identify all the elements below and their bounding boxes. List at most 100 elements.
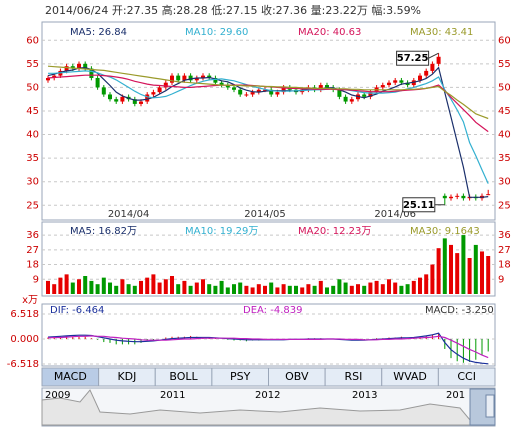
- candle-body: [244, 94, 249, 96]
- indicator-tab-label[interactable]: KDJ: [117, 370, 136, 383]
- volume-bar: [70, 282, 75, 294]
- candle-body: [362, 94, 367, 97]
- volume-bar: [424, 274, 429, 294]
- volume-bar: [126, 284, 131, 294]
- candle-body: [387, 82, 391, 86]
- candle-body: [151, 92, 156, 95]
- candle-body: [219, 82, 224, 86]
- candle-body: [238, 89, 243, 95]
- volume-bar: [480, 251, 484, 294]
- y-tick-label-right: 30: [498, 177, 511, 188]
- volume-bar: [442, 238, 447, 294]
- volume-panel: [41, 221, 496, 297]
- candle-body: [188, 75, 193, 81]
- y-tick-label-right: 45: [498, 106, 511, 117]
- candle-body: [263, 89, 267, 91]
- navigator-grip[interactable]: [485, 394, 495, 418]
- indicator-tab-label[interactable]: MACD: [54, 370, 87, 383]
- y-tick-label: -6.518: [7, 359, 39, 370]
- candle-body: [176, 75, 181, 81]
- candle-body: [83, 63, 88, 69]
- volume-bar: [139, 280, 143, 294]
- indicator-tab-label[interactable]: OBV: [285, 370, 309, 383]
- y-tick-label: 55: [26, 59, 39, 70]
- indicator-tab-label[interactable]: PSY: [230, 370, 251, 383]
- x-tick-label: 2014/06: [374, 209, 416, 220]
- y-tick-label-right: 55: [498, 59, 511, 70]
- volume-legend: MA5: 16.82万: [70, 226, 137, 237]
- candle-body: [213, 77, 218, 83]
- volume-bar: [399, 285, 404, 294]
- volume-legend: MA10: 19.29万: [185, 226, 258, 237]
- candle-body: [120, 96, 125, 102]
- indicator-tab-label[interactable]: RSI: [345, 370, 363, 383]
- volume-bar: [449, 244, 453, 294]
- ma-legend: MA5: 26.84: [70, 27, 127, 38]
- y-tick-label-right: 60: [498, 35, 511, 46]
- macd-panel: [41, 303, 496, 367]
- volume-bar: [368, 282, 373, 294]
- y-tick-label: 36: [26, 230, 39, 241]
- indicator-tab[interactable]: [437, 367, 496, 387]
- volume-bar: [163, 279, 168, 294]
- volume-bar: [132, 285, 137, 294]
- candle-body: [399, 80, 404, 83]
- candle-body: [139, 101, 143, 104]
- y-tick-label-right: 36: [498, 230, 511, 241]
- y-tick-label: 60: [26, 35, 39, 46]
- candle-body: [207, 75, 212, 78]
- candle-body: [418, 75, 422, 81]
- max-annotation-pointer: [428, 52, 439, 59]
- volume-bar: [238, 282, 243, 294]
- volume-bar: [46, 280, 50, 294]
- candle-body: [95, 77, 100, 88]
- candle-body: [256, 89, 261, 93]
- candle-body: [325, 85, 329, 88]
- ma-line: [47, 65, 489, 120]
- macd-legend: DEA: -4.839: [243, 305, 302, 316]
- candle-body: [163, 82, 168, 88]
- candle-body: [318, 85, 323, 90]
- volume-bar: [356, 284, 360, 294]
- volume-bar: [343, 282, 348, 294]
- volume-unit: x万: [22, 295, 38, 306]
- y-tick-label: 6.518: [10, 309, 39, 320]
- indicator-tab-label[interactable]: WVAD: [393, 370, 427, 383]
- candle-body: [170, 75, 174, 83]
- navigator-year: 201: [446, 390, 465, 401]
- indicator-tab-label[interactable]: BOLL: [169, 370, 198, 383]
- volume-bar: [64, 274, 69, 294]
- y-tick-label: 9: [33, 274, 39, 285]
- header-info: 2014/06/24 开:27.35 高:28.28 低:27.15 收:27.…: [45, 3, 421, 17]
- candle-body: [250, 92, 255, 95]
- ma-line: [47, 66, 489, 198]
- volume-bar: [269, 282, 274, 294]
- volume-bar: [77, 279, 81, 294]
- volume-bar: [275, 287, 280, 294]
- volume-bar: [486, 256, 491, 294]
- volume-bar: [349, 285, 354, 294]
- candle-body: [182, 75, 187, 81]
- volume-bar: [467, 258, 472, 294]
- navigator-year: 2012: [255, 390, 280, 401]
- volume-bar: [89, 280, 94, 294]
- y-tick-label: 27: [26, 245, 39, 256]
- volume-bar: [250, 287, 255, 294]
- candle-body: [449, 196, 453, 199]
- candle-body: [349, 99, 354, 102]
- candle-body: [145, 94, 150, 102]
- volume-bar: [461, 235, 466, 294]
- candle-body: [368, 92, 373, 97]
- volume-bar: [325, 287, 329, 294]
- y-tick-label: 50: [26, 82, 39, 93]
- volume-bar: [387, 279, 391, 294]
- ma-line: [47, 74, 489, 133]
- volume-bar: [201, 279, 205, 294]
- volume-bar: [405, 284, 410, 294]
- volume-bar: [114, 285, 119, 294]
- indicator-tab-label[interactable]: CCI: [457, 370, 476, 383]
- candle-body: [77, 63, 81, 69]
- ma-legend: MA10: 29.60: [185, 27, 248, 38]
- volume-bar: [108, 282, 112, 294]
